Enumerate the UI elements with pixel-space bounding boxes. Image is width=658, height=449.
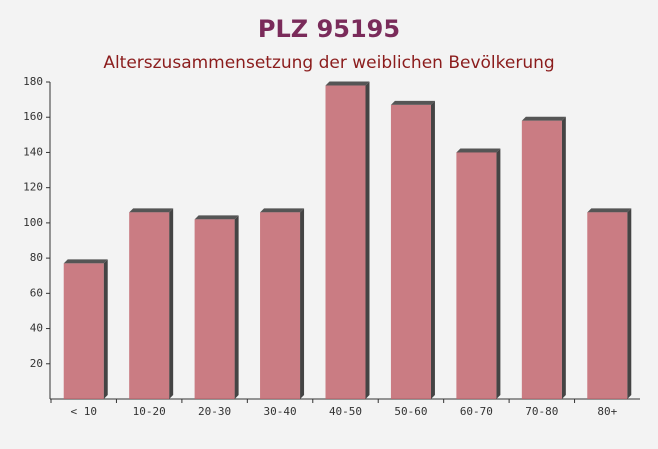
chart-title: PLZ 95195 xyxy=(258,15,400,43)
bar-top xyxy=(390,100,435,105)
x-tick-label: 10-20 xyxy=(133,405,166,418)
bar-side xyxy=(365,81,370,400)
bar-top xyxy=(260,208,305,213)
x-tick-label: 60-70 xyxy=(460,405,493,418)
bar-top xyxy=(194,215,239,220)
bar xyxy=(194,219,235,399)
y-tick-label: 120 xyxy=(23,181,43,194)
bar-side xyxy=(627,208,632,399)
y-tick-label: 80 xyxy=(30,251,43,264)
x-tick-label: 30-40 xyxy=(263,405,296,418)
bar-top xyxy=(587,208,632,213)
bar xyxy=(63,263,104,399)
bar xyxy=(456,152,497,399)
chart-subtitle: Alterszusammensetzung der weiblichen Bev… xyxy=(103,53,554,73)
bar xyxy=(390,104,431,400)
x-tick-label: 50-60 xyxy=(394,405,427,418)
bar-top xyxy=(63,259,108,264)
bar-side xyxy=(103,259,108,399)
bar xyxy=(325,85,366,400)
y-tick-label: 60 xyxy=(30,286,43,299)
bar-top xyxy=(325,81,370,86)
bar xyxy=(587,212,628,399)
y-tick-label: 100 xyxy=(23,216,43,229)
x-tick-label: 70-80 xyxy=(525,405,558,418)
x-tick-label: 40-50 xyxy=(329,405,362,418)
bar-side xyxy=(300,208,305,399)
bar xyxy=(521,120,562,399)
bar xyxy=(260,212,301,399)
bar-side xyxy=(561,116,566,399)
bar-side xyxy=(234,215,239,399)
y-tick-label: 40 xyxy=(30,322,43,335)
y-tick-label: 20 xyxy=(30,357,43,370)
bar xyxy=(129,212,170,399)
x-tick-label: 20-30 xyxy=(198,405,231,418)
y-tick-label: 160 xyxy=(23,110,43,123)
bar-top xyxy=(456,148,501,153)
bar-top xyxy=(129,208,174,213)
bar-side xyxy=(430,100,435,400)
y-tick-label: 180 xyxy=(23,75,43,88)
x-tick-label: 80+ xyxy=(597,405,617,418)
bar-top xyxy=(521,116,566,121)
bar-side xyxy=(169,208,174,399)
x-tick-label: < 10 xyxy=(70,405,97,418)
bar-side xyxy=(496,148,501,399)
y-tick-label: 140 xyxy=(23,145,43,158)
